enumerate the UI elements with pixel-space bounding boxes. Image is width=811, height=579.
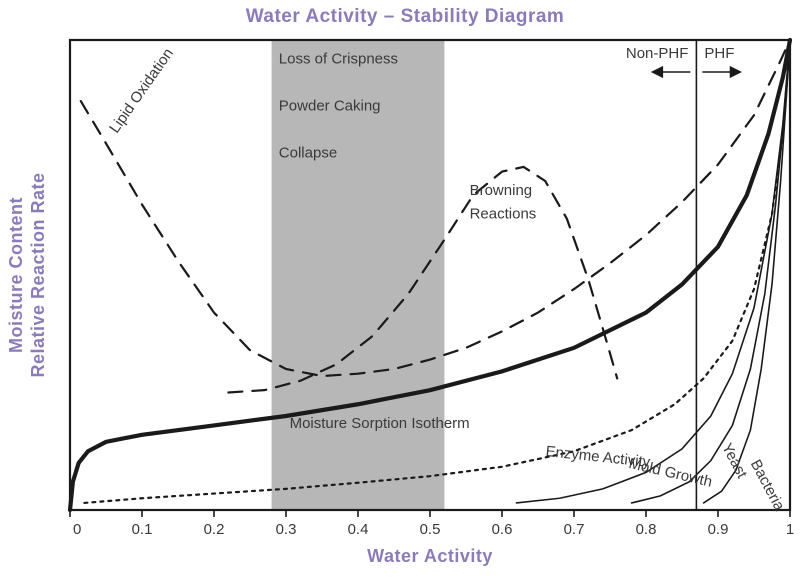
x-tick-label: 0.9 — [708, 521, 729, 538]
curve-label-isotherm: Moisture Sorption Isotherm — [290, 415, 470, 432]
x-tick-label: 0.8 — [636, 521, 657, 538]
annotation-collapse: Collapse — [279, 145, 337, 162]
x-tick-label: 0.5 — [420, 521, 441, 538]
x-tick-label: 0 — [73, 521, 81, 538]
x-tick-label: 0.6 — [492, 521, 513, 538]
annotation-crisp: Loss of Crispness — [279, 51, 398, 68]
phf-label: PHF — [704, 45, 734, 62]
x-axis-label: Water Activity — [367, 546, 493, 566]
x-tick-label: 0.4 — [348, 521, 369, 538]
x-tick-label: 0.3 — [276, 521, 297, 538]
non-phf-label: Non-PHF — [626, 45, 689, 62]
annotation-caking: Powder Caking — [279, 98, 381, 115]
chart-title: Water Activity – Stability Diagram — [246, 6, 565, 27]
x-tick-label: 0.7 — [564, 521, 585, 538]
x-tick-label: 1 — [786, 521, 794, 538]
x-tick-label: 0.2 — [204, 521, 225, 538]
x-tick-label: 0.1 — [132, 521, 153, 538]
y-axis-label-2: Relative Reaction Rate — [28, 172, 48, 377]
curve-label-browning1: Browning — [470, 182, 533, 199]
curve-label-browning2: Reactions — [470, 206, 537, 223]
y-axis-label-1: Moisture Content — [6, 197, 26, 353]
